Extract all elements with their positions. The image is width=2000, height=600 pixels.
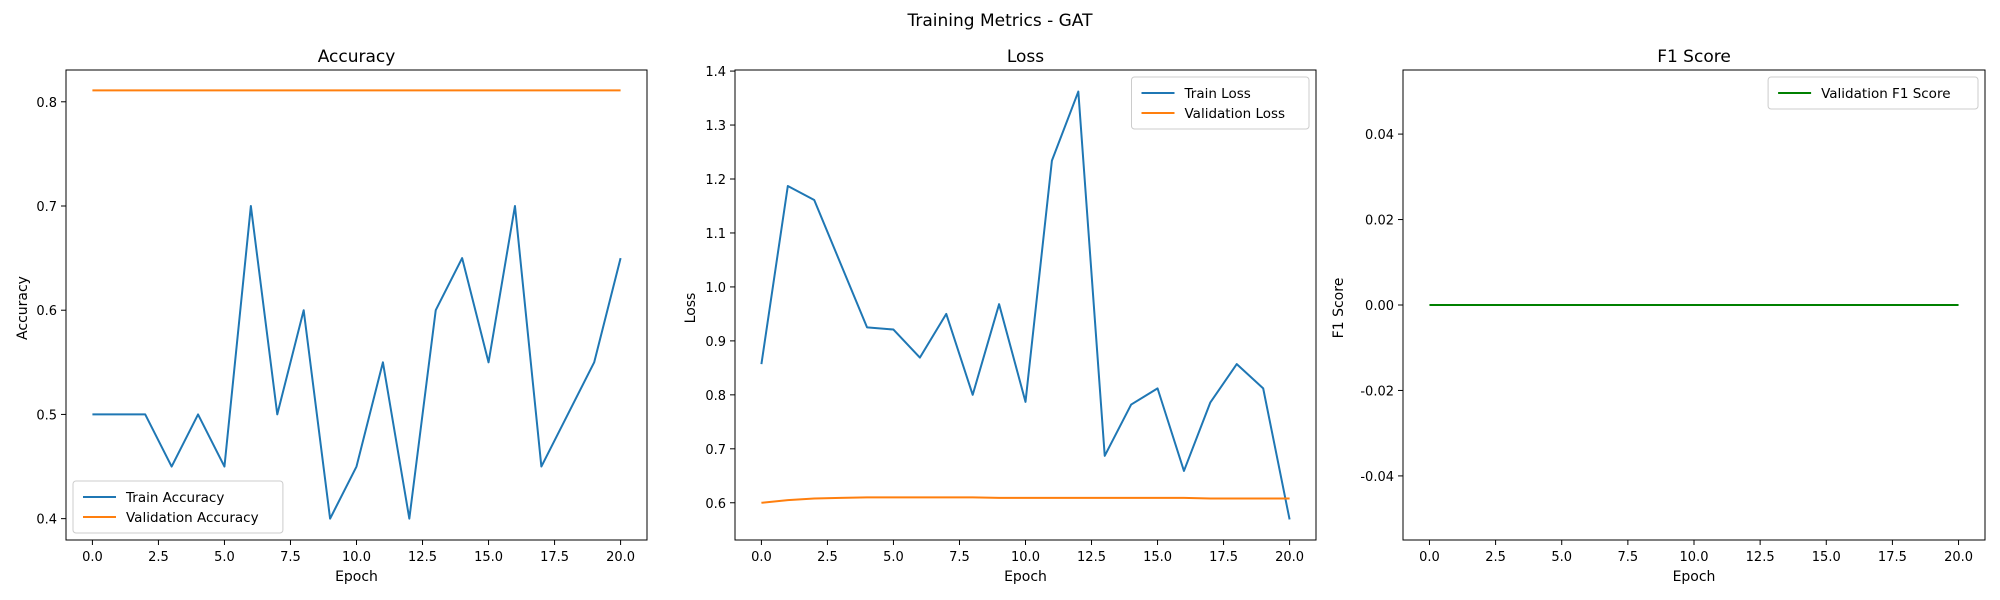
loss-series-line-0	[760, 90, 1291, 520]
f1-legend-label-0: Validation F1 Score	[1821, 86, 1950, 102]
loss-xtick-label-2: 5.0	[883, 550, 904, 565]
accuracy-plot: 0.0 2.5 5.0 7.5 10.0 12.5 15.0 17.5 20.0 0.4 0.5 0.…	[36, 69, 648, 565]
f1-xtick-label-4: 10.0	[1680, 550, 1709, 565]
loss-xtick-label-4: 10.0	[1011, 550, 1040, 565]
loss-legend-box	[1131, 76, 1310, 130]
f1-title: F1 Score	[1657, 47, 1731, 67]
f1-legend-box	[1767, 76, 1979, 110]
accuracy-xlabel: Epoch	[335, 569, 378, 585]
f1-panel: F1 Score Epoch F1 Score 0.0 2.5 5.0 7.5 10.0…	[1331, 47, 1986, 585]
f1-xlabel: Epoch	[1673, 569, 1716, 585]
accuracy-ytick-label-2: 0.6	[36, 304, 57, 319]
f1-xtick-label-1: 2.5	[1485, 550, 1506, 565]
loss-legend: Train Loss Validation Loss	[1131, 76, 1310, 130]
accuracy-legend-label-0: Train Accuracy	[125, 490, 224, 506]
loss-ytick-label-7: 1.3	[705, 119, 726, 134]
loss-ytick-label-3: 0.9	[705, 335, 726, 350]
accuracy-xtick-label-5: 12.5	[408, 550, 437, 565]
f1-ytick-label-4: 0.04	[1365, 128, 1394, 143]
f1-ytick-label-1: -0.02	[1360, 384, 1394, 399]
accuracy-axes-frame	[65, 69, 648, 541]
loss-legend-label-0: Train Loss	[1184, 86, 1251, 102]
accuracy-title: Accuracy	[318, 47, 396, 67]
loss-xtick-label-3: 7.5	[949, 550, 970, 565]
loss-axes-frame	[734, 69, 1317, 541]
accuracy-xtick-label-3: 7.5	[280, 550, 301, 565]
loss-ylabel: Loss	[683, 293, 699, 324]
f1-xtick-label-0: 0.0	[1419, 550, 1440, 565]
accuracy-legend: Train Accuracy Validation Accuracy	[72, 480, 284, 534]
loss-ytick-label-5: 1.1	[705, 227, 726, 242]
accuracy-xtick-label-4: 10.0	[342, 550, 371, 565]
loss-xtick-label-8: 20.0	[1275, 550, 1304, 565]
loss-xlabel: Epoch	[1004, 569, 1047, 585]
f1-xtick-label-8: 20.0	[1944, 550, 1973, 565]
loss-plot: 0.0 2.5 5.0 7.5 10.0 12.5 15.0 17.5 20.0 0.6 0.7 0.…	[705, 65, 1317, 565]
f1-xtick-label-3: 7.5	[1618, 550, 1639, 565]
loss-ytick-label-8: 1.4	[705, 65, 726, 80]
accuracy-xtick-label-1: 2.5	[148, 550, 169, 565]
accuracy-ytick-label-0: 0.4	[36, 513, 57, 528]
loss-title: Loss	[1007, 47, 1044, 67]
accuracy-ylabel: Accuracy	[15, 276, 31, 340]
f1-legend: Validation F1 Score	[1767, 76, 1979, 110]
f1-xtick-label-7: 17.5	[1878, 550, 1907, 565]
loss-xtick-label-6: 15.0	[1143, 550, 1172, 565]
loss-series-line-1	[761, 496, 1290, 504]
f1-ytick-label-0: -0.04	[1360, 470, 1394, 485]
accuracy-legend-box	[72, 480, 284, 534]
loss-xtick-label-7: 17.5	[1209, 550, 1238, 565]
loss-ytick-label-6: 1.2	[705, 173, 726, 188]
accuracy-xtick-label-6: 15.0	[474, 550, 503, 565]
accuracy-xtick-label-8: 20.0	[606, 550, 635, 565]
f1-xtick-label-2: 5.0	[1551, 550, 1572, 565]
f1-ytick-label-2: 0.00	[1365, 299, 1394, 314]
accuracy-xtick-label-2: 5.0	[214, 550, 235, 565]
loss-ytick-label-2: 0.8	[705, 389, 726, 404]
accuracy-ytick-label-3: 0.7	[36, 200, 57, 215]
f1-ytick-label-3: 0.02	[1365, 214, 1394, 229]
loss-xtick-label-5: 12.5	[1077, 550, 1106, 565]
accuracy-xtick-label-0: 0.0	[82, 550, 103, 565]
loss-panel: Loss Epoch Loss 0.0 2.5 5.0 7.5 10.0 12.5 15.0…	[683, 47, 1317, 585]
loss-xtick-label-0: 0.0	[751, 550, 772, 565]
accuracy-xtick-label-7: 17.5	[540, 550, 569, 565]
loss-ytick-label-1: 0.7	[705, 443, 726, 458]
loss-ytick-label-4: 1.0	[705, 281, 726, 296]
accuracy-panel: Accuracy Epoch Accuracy 0.0 2.5 5.0 7.5 10.0…	[15, 47, 648, 585]
accuracy-series-line-0	[92, 205, 622, 520]
loss-xtick-label-1: 2.5	[817, 550, 838, 565]
f1-plot: 0.0 2.5 5.0 7.5 10.0 12.5 15.0 17.5 20.0 -0.04 -0.…	[1360, 69, 1986, 565]
accuracy-ytick-label-4: 0.8	[36, 96, 57, 111]
loss-legend-label-1: Validation Loss	[1185, 106, 1286, 122]
f1-xtick-label-6: 15.0	[1812, 550, 1841, 565]
loss-ytick-label-0: 0.6	[705, 497, 726, 512]
figure-suptitle: Training Metrics - GAT	[907, 11, 1094, 31]
f1-xtick-label-5: 12.5	[1746, 550, 1775, 565]
accuracy-legend-label-1: Validation Accuracy	[126, 510, 259, 526]
f1-ylabel: F1 Score	[1331, 278, 1347, 339]
accuracy-ytick-label-1: 0.5	[36, 408, 57, 423]
